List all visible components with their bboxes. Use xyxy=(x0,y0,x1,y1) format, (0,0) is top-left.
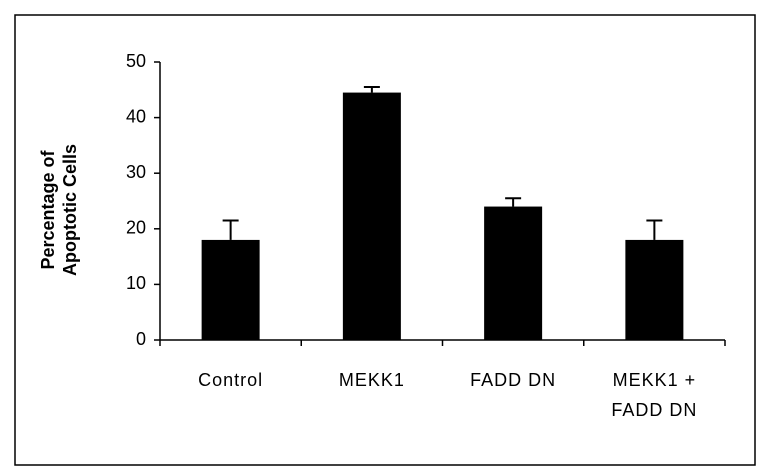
frame xyxy=(14,14,756,466)
y-tick-label: 20 xyxy=(126,218,146,238)
x-tick-label: MEKK1 + FADD DN xyxy=(611,370,698,420)
x-tick-label-box: MEKK1 + FADD DN xyxy=(611,370,698,420)
x-tick-label-box: MEKK1 xyxy=(338,370,405,390)
y-tick-label: 0 xyxy=(136,329,146,349)
bar xyxy=(342,92,401,340)
x-tick-label-box: Control xyxy=(198,370,264,390)
bar xyxy=(201,239,260,340)
y-axis-label-line: Apoptotic Cells xyxy=(60,144,80,276)
x-tick-label: Control xyxy=(198,370,264,390)
x-tick-label: MEKK1 xyxy=(338,370,405,390)
bar xyxy=(625,239,684,340)
y-axis-label-line: Percentage of xyxy=(38,149,58,269)
y-tick-label: 30 xyxy=(126,162,146,182)
y-axis-label: Percentage of Apoptotic Cells xyxy=(38,144,80,276)
y-tick-label: 40 xyxy=(126,106,146,126)
bar xyxy=(484,206,543,340)
x-tick-label-box: FADD DN xyxy=(470,370,557,390)
y-tick-label: 50 xyxy=(126,51,146,71)
x-tick-label: FADD DN xyxy=(470,370,557,390)
y-tick-label: 10 xyxy=(126,273,146,293)
